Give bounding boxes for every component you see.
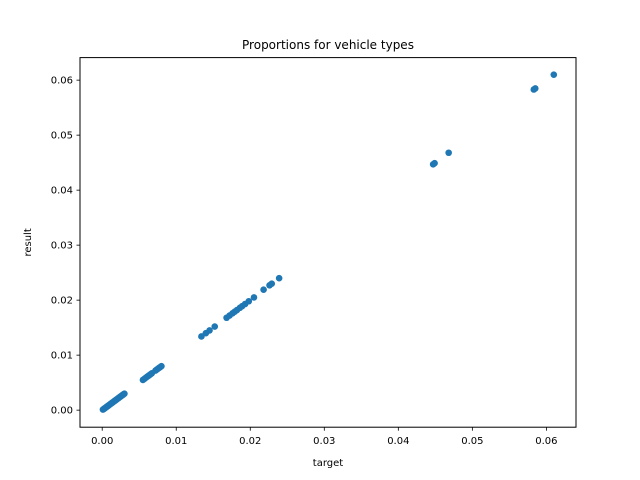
x-tick-label: 0.06 [535,436,557,447]
data-point [445,149,452,157]
x-tick-label: 0.02 [239,436,261,447]
y-tick-label: 0.06 [51,76,73,87]
data-point [550,71,558,78]
x-tick-label: 0.01 [165,436,187,447]
data-point [260,286,267,294]
data-point [121,390,128,397]
y-tick-label: 0.01 [51,351,73,362]
y-tick-label: 0.04 [51,186,73,197]
data-point [431,159,438,167]
chart-title: Proportions for vehicle types [242,38,414,52]
data-point [250,294,258,301]
axis-ticks: 0.00 0.01 0.02 0.03 0.04 0.05 0.06 0.00 0.01 0.02… [51,76,558,448]
data-point [268,280,276,287]
data-point [275,274,283,282]
y-tick-label: 0.02 [51,296,73,307]
y-axis-label: result [23,228,34,256]
y-tick-label: 0.03 [51,241,73,252]
data-point [531,85,539,92]
x-axis-label: target [313,458,343,469]
x-tick-label: 0.03 [313,436,335,447]
y-tick-label: 0.05 [51,131,73,142]
data-point [211,323,219,330]
axes-frame [79,57,577,428]
y-tick-label: 0.00 [51,406,73,417]
data-point [206,327,213,334]
x-tick-label: 0.05 [461,436,483,447]
x-tick-label: 0.04 [387,436,409,447]
data-point [245,297,253,305]
data-point [158,362,165,370]
data-points [99,71,558,413]
x-tick-label: 0.00 [91,436,113,447]
